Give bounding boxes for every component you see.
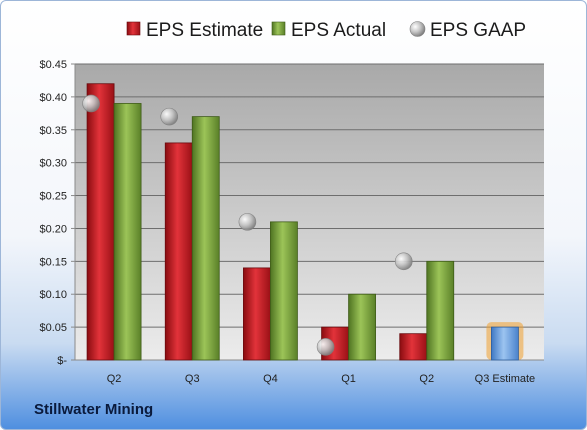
y-tick-label: $- xyxy=(57,355,67,367)
x-tick-label: Q2 xyxy=(419,373,434,385)
eps-estimate-bar xyxy=(86,83,115,361)
legend-label: EPS Estimate xyxy=(146,20,263,41)
y-tick-label: $0.05 xyxy=(39,322,67,334)
x-tick-label: Q1 xyxy=(341,373,356,385)
eps-actual-bar xyxy=(113,103,142,361)
plot-area xyxy=(75,64,544,360)
x-tick-label: Q3 Estimate xyxy=(475,373,536,385)
x-tick-label: Q3 xyxy=(185,373,200,385)
y-tick-label: $0.45 xyxy=(39,59,67,71)
eps-estimate-bar xyxy=(243,267,271,361)
y-tick-label: $0.20 xyxy=(39,223,67,235)
eps-estimate-bar xyxy=(399,333,428,361)
eps-gaap-point xyxy=(394,252,413,271)
eps-estimate-bar xyxy=(164,142,193,361)
y-tick-label: $0.35 xyxy=(39,125,67,137)
eps-gaap-point xyxy=(238,213,257,231)
y-tick-label: $0.40 xyxy=(39,92,67,104)
y-tick-label: $0.10 xyxy=(39,289,67,301)
legend-swatch-eps-actual xyxy=(271,21,286,36)
x-tick-label: Q2 xyxy=(107,373,122,385)
legend-label: EPS GAAP xyxy=(430,20,526,41)
legend-swatch-eps-gaap xyxy=(409,21,426,37)
eps-gaap-point xyxy=(316,338,335,356)
eps-actual-bar xyxy=(270,221,298,361)
company-name: Stillwater Mining xyxy=(34,401,154,418)
eps-actual-bar xyxy=(426,260,455,361)
eps-forecast-bar xyxy=(491,326,519,361)
legend-swatch-eps-estimate xyxy=(126,21,141,36)
eps-gaap-point xyxy=(160,107,179,126)
y-tick-label: $0.30 xyxy=(39,158,67,170)
eps-gaap-point xyxy=(82,94,100,113)
x-tick-label: Q4 xyxy=(263,373,278,385)
y-tick-label: $0.15 xyxy=(39,256,67,268)
eps-actual-bar xyxy=(191,116,220,361)
y-tick-label: $0.25 xyxy=(39,191,67,203)
eps-actual-bar xyxy=(348,293,376,361)
legend-label: EPS Actual xyxy=(291,20,386,41)
